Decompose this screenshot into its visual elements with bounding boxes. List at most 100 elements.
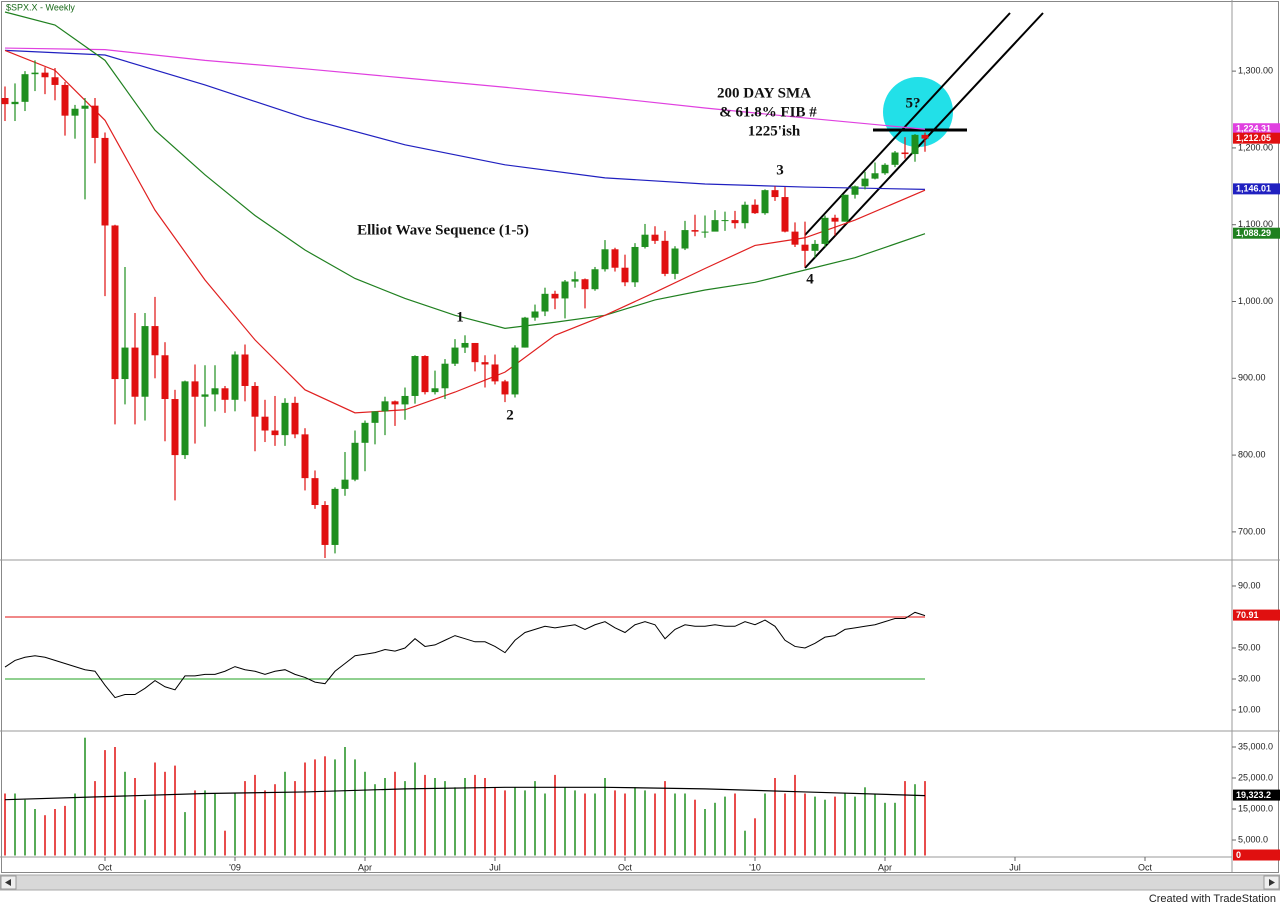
candle-body <box>251 385 259 417</box>
last-value-box <box>1233 609 1280 621</box>
candle-body <box>781 197 789 232</box>
candle-body <box>631 246 639 283</box>
candle-body <box>701 231 709 233</box>
annotation: & 61.8% FIB # <box>719 104 817 120</box>
annotation: Elliot Wave Sequence (1-5) <box>357 222 529 238</box>
candle-body <box>681 230 689 249</box>
candle-body <box>431 388 439 393</box>
y-tick-label: 700.00 <box>1238 526 1266 536</box>
last-value-box <box>1233 227 1280 239</box>
x-tick-label: Oct <box>618 862 633 872</box>
footer: Created with TradeStation <box>1149 893 1276 905</box>
chart-frame <box>1 1 1279 873</box>
candle-body <box>71 108 79 116</box>
x-tick-label: Jul <box>1009 862 1021 872</box>
candle-body <box>181 381 189 456</box>
candle-body <box>1 97 9 105</box>
last-value-label: 70.91 <box>1236 610 1259 620</box>
candle-body <box>301 434 309 479</box>
rsi-line <box>4 611 926 699</box>
candle-body <box>231 354 239 400</box>
candle-body <box>451 347 459 364</box>
candle-body <box>791 231 799 245</box>
annotation: 2 <box>506 407 514 423</box>
x-tick-label: '10 <box>749 862 761 872</box>
candle-body <box>171 399 179 456</box>
candle-body <box>61 84 69 116</box>
annotation: 5? <box>906 95 921 111</box>
scrollbar[interactable] <box>0 874 1280 891</box>
candle-body <box>341 479 349 489</box>
x-tick-label: Oct <box>98 862 113 872</box>
candle-body <box>891 152 899 165</box>
y-tick-label: 5,000.0 <box>1238 834 1268 844</box>
x-tick-label: Oct <box>1138 862 1153 872</box>
channel-line <box>804 12 1044 269</box>
candle-body <box>281 402 289 436</box>
last-value-label: 1,212.05 <box>1236 133 1271 143</box>
candle-body <box>641 234 649 247</box>
y-tick-label: 15,000.0 <box>1238 803 1273 813</box>
candle-body <box>771 190 779 198</box>
candle-body <box>871 173 879 179</box>
x-tick-label: Apr <box>878 862 892 872</box>
last-value-box <box>1233 849 1280 861</box>
candle-body <box>241 354 249 386</box>
candle-body <box>201 394 209 397</box>
candle-body <box>291 402 299 435</box>
candle-body <box>141 326 149 397</box>
moving-average <box>4 11 926 329</box>
candle-body <box>121 347 129 380</box>
annotation: 200 DAY SMA <box>717 85 811 101</box>
candle-body <box>411 356 419 396</box>
candle-body <box>21 74 29 102</box>
candle-body <box>381 401 389 412</box>
candle-body <box>801 244 809 251</box>
candle-body <box>361 422 369 443</box>
y-tick-label: 1,300.00 <box>1238 65 1273 75</box>
last-value-box <box>1233 789 1280 801</box>
candle-body <box>811 243 819 251</box>
candle-body <box>651 234 659 241</box>
candle-body <box>271 430 279 436</box>
candle-body <box>491 364 499 382</box>
candle-body <box>531 311 539 318</box>
last-value-label: 0 <box>1236 850 1241 860</box>
candle-body <box>441 363 449 389</box>
candle-body <box>461 342 469 348</box>
last-value-label: 1,088.29 <box>1236 228 1271 238</box>
y-tick-label: 90.00 <box>1238 580 1261 590</box>
last-value-box <box>1233 183 1280 195</box>
y-tick-label: 900.00 <box>1238 373 1266 383</box>
moving-average <box>4 49 926 190</box>
candle-body <box>841 194 849 222</box>
x-tick-label: '09 <box>229 862 241 872</box>
candle-body <box>721 220 729 222</box>
moving-average <box>4 49 926 414</box>
candle-body <box>741 204 749 224</box>
candle-body <box>351 442 359 480</box>
moving-average <box>4 47 926 130</box>
candle-body <box>731 220 739 224</box>
candle-body <box>831 217 839 222</box>
candle-body <box>661 240 669 274</box>
candle-body <box>471 342 479 363</box>
last-value-label: 1,224.31 <box>1236 124 1271 134</box>
candle-body <box>11 101 19 105</box>
candle-body <box>561 281 569 299</box>
candle-body <box>591 269 599 290</box>
candle-body <box>511 347 519 395</box>
last-value-label: 19,323.2 <box>1236 790 1271 800</box>
candle-body <box>101 137 109 226</box>
y-tick-label: 10.00 <box>1238 704 1261 714</box>
candle-body <box>91 105 99 138</box>
candle-body <box>911 134 919 155</box>
candle-body <box>851 186 859 195</box>
candle-body <box>211 388 219 395</box>
candle-body <box>901 152 909 155</box>
y-tick-label: 35,000.0 <box>1238 741 1273 751</box>
y-tick-label: 1,000.00 <box>1238 296 1273 306</box>
candle-body <box>521 317 529 348</box>
